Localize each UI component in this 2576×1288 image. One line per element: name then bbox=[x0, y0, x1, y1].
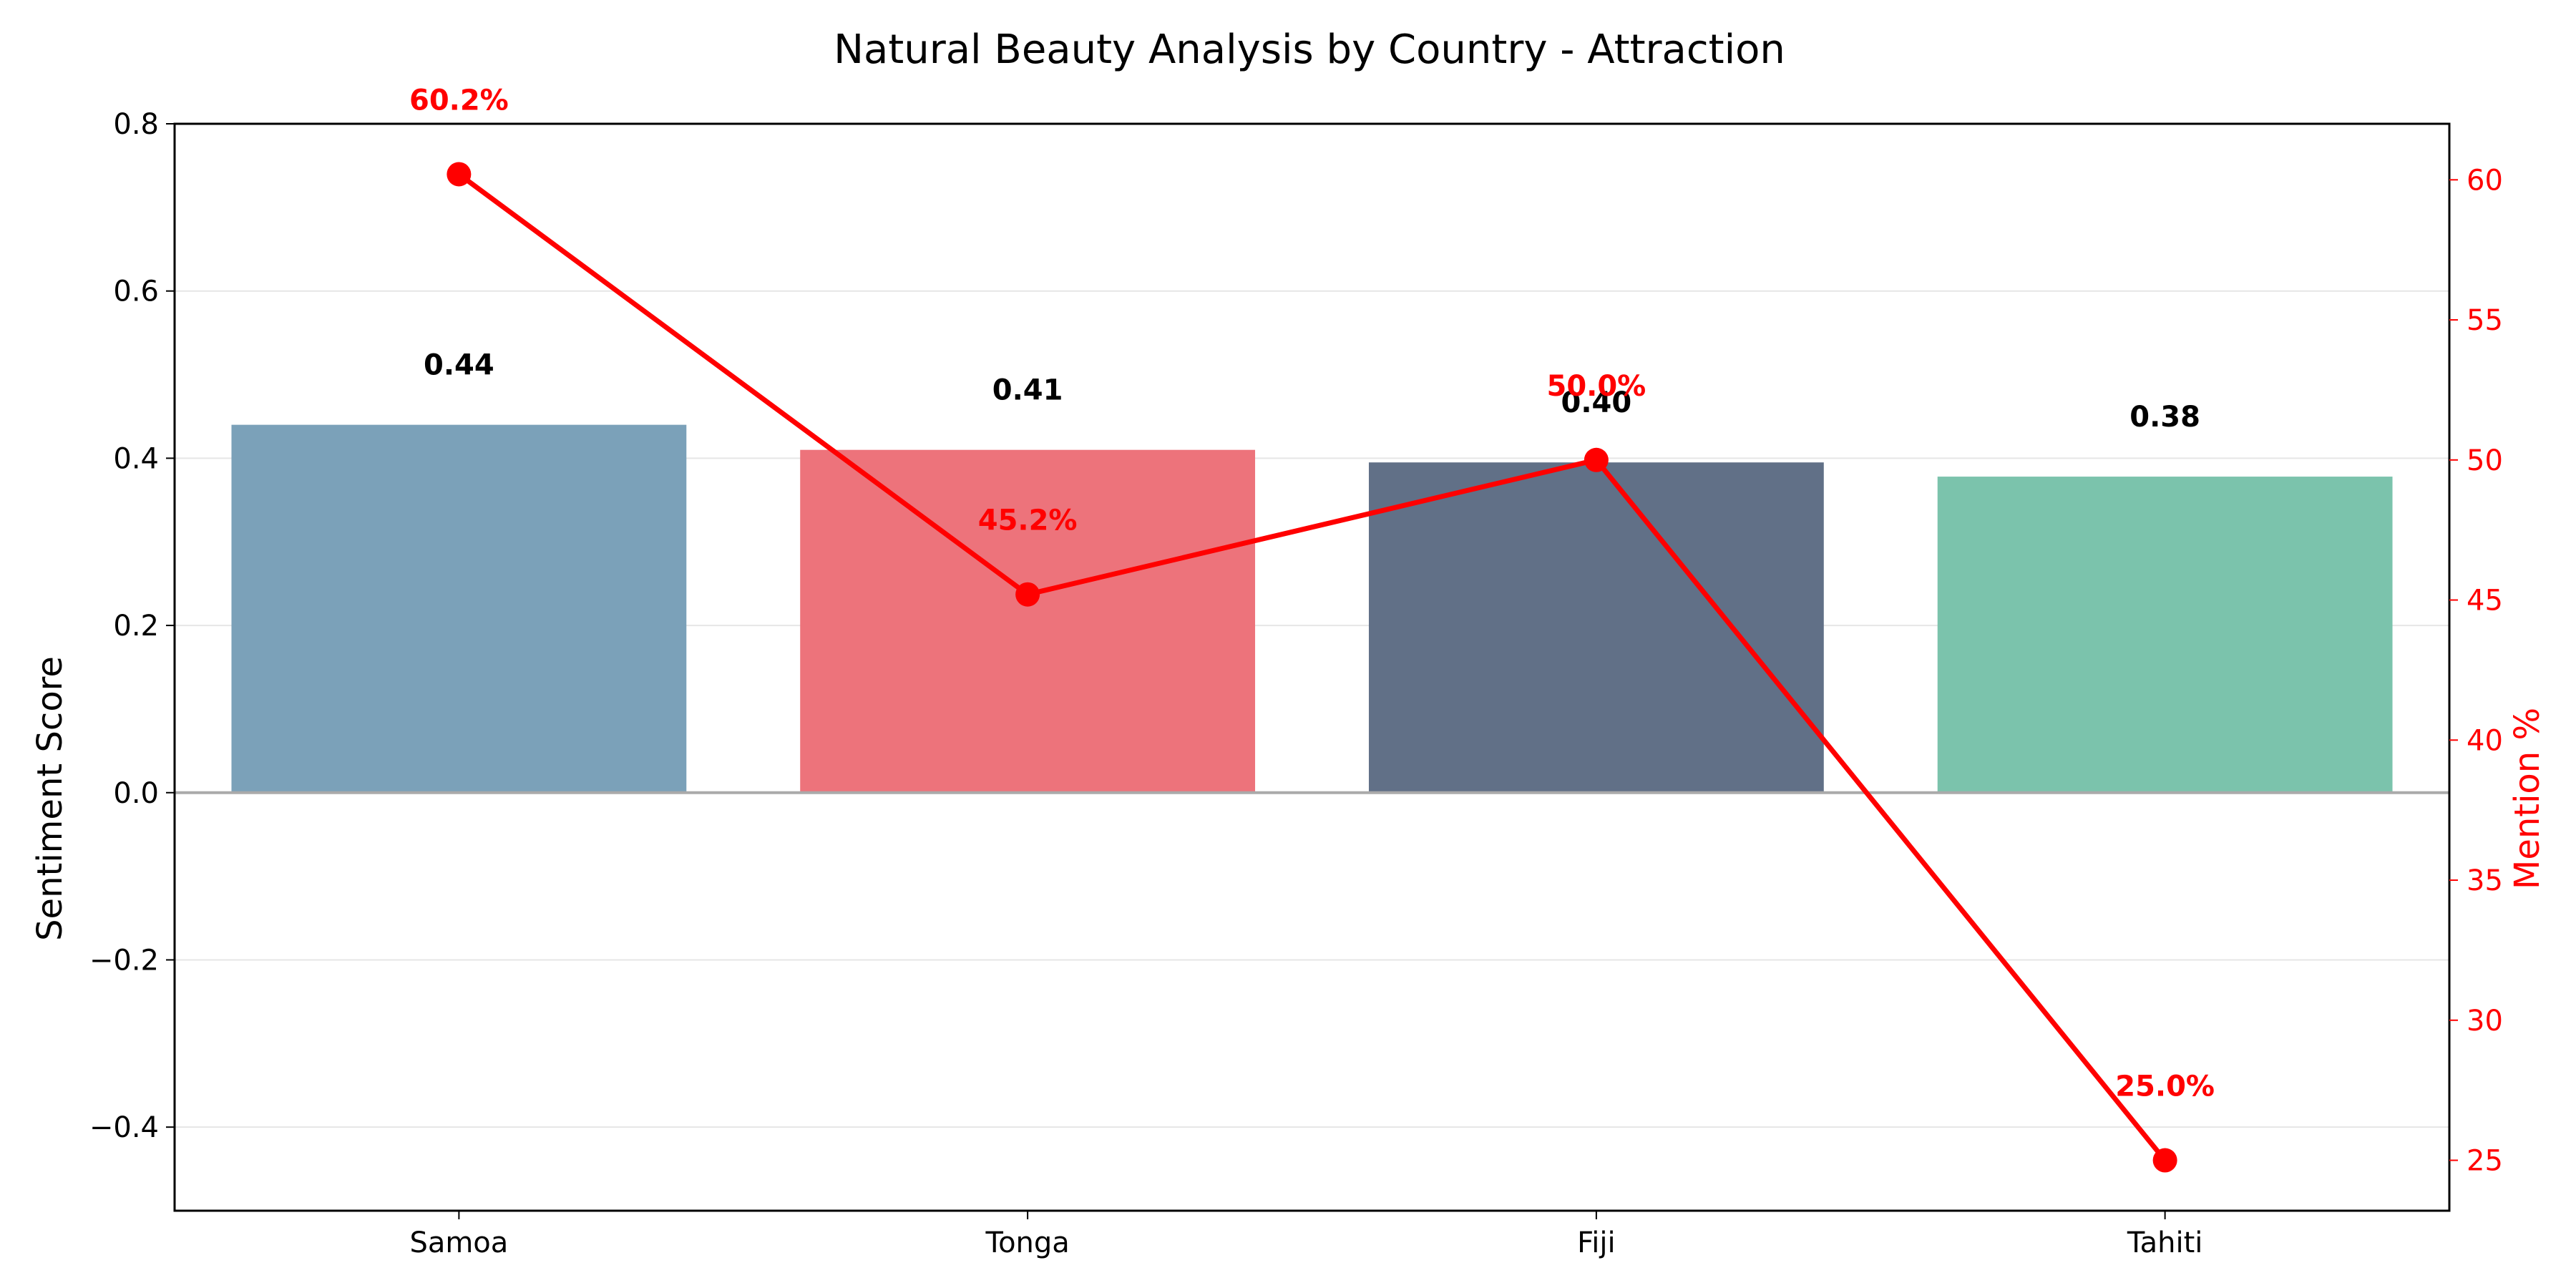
left-axis: 0.8 0.6 0.4 0.2 0.0 −0.2 −0.4 bbox=[89, 108, 175, 1144]
mention-value-label: 25.0% bbox=[2115, 1070, 2215, 1103]
bar-value-label: 0.38 bbox=[2129, 401, 2200, 434]
frame-layer bbox=[173, 122, 2451, 1212]
y-right-tick-label: 50 bbox=[2467, 444, 2503, 477]
y-right-tick-label: 45 bbox=[2467, 585, 2503, 618]
y-tick-label: −0.4 bbox=[89, 1111, 159, 1144]
y-right-tick-label: 40 bbox=[2467, 724, 2503, 757]
mention-point bbox=[447, 162, 472, 187]
x-tick-label: Samoa bbox=[409, 1226, 508, 1259]
bar bbox=[1368, 462, 1824, 793]
chart-title: Natural Beauty Analysis by Country - Att… bbox=[834, 26, 1785, 73]
y-right-tick-label: 60 bbox=[2467, 164, 2503, 197]
y-tick-label: −0.2 bbox=[89, 944, 159, 977]
x-tick-label: Tonga bbox=[985, 1226, 1069, 1259]
bar-value-label: 0.44 bbox=[424, 349, 494, 382]
y-right-tick-label: 25 bbox=[2467, 1145, 2503, 1178]
y-right-tick-label: 55 bbox=[2467, 304, 2503, 337]
bar bbox=[231, 424, 687, 793]
bars-layer bbox=[231, 424, 2393, 793]
bar bbox=[800, 449, 1256, 793]
mention-value-label: 50.0% bbox=[1546, 370, 1646, 403]
y-axis-label-right: Mention % bbox=[2507, 708, 2547, 889]
y-axis-label-left: Sentiment Score bbox=[30, 656, 70, 941]
right-axis: 60 55 50 45 40 35 30 25 bbox=[2449, 164, 2503, 1178]
y-tick-label: 0.2 bbox=[113, 610, 159, 643]
mention-value-label: 45.2% bbox=[978, 504, 1078, 537]
mention-line bbox=[457, 172, 2167, 1162]
line-layer bbox=[447, 162, 2177, 1173]
mention-point bbox=[2152, 1148, 2177, 1173]
bar-value-label: 0.41 bbox=[992, 374, 1063, 407]
mention-point bbox=[1015, 582, 1040, 607]
mention-value-label: 60.2% bbox=[409, 84, 509, 117]
y-tick-label: 0.4 bbox=[113, 442, 159, 475]
bar bbox=[1937, 477, 2393, 793]
x-axis: Samoa Tonga Fiji Tahiti bbox=[409, 1211, 2202, 1259]
plot-frame bbox=[173, 122, 2451, 1212]
y-right-tick-label: 35 bbox=[2467, 864, 2503, 897]
y-tick-label: 0.6 bbox=[113, 275, 159, 308]
y-right-tick-label: 30 bbox=[2467, 1005, 2503, 1038]
x-tick-label: Fiji bbox=[1577, 1226, 1615, 1259]
y-tick-label: 0.0 bbox=[113, 777, 159, 810]
labels-layer: 0.44 0.41 0.40 0.38 60.2% 45.2% 50.0% 25.0% bbox=[409, 84, 2215, 1103]
mention-point bbox=[1584, 447, 1609, 472]
x-tick-label: Tahiti bbox=[2127, 1226, 2203, 1259]
y-tick-label: 0.8 bbox=[113, 108, 159, 141]
bar-value-label: 0.40 bbox=[1561, 386, 1632, 419]
